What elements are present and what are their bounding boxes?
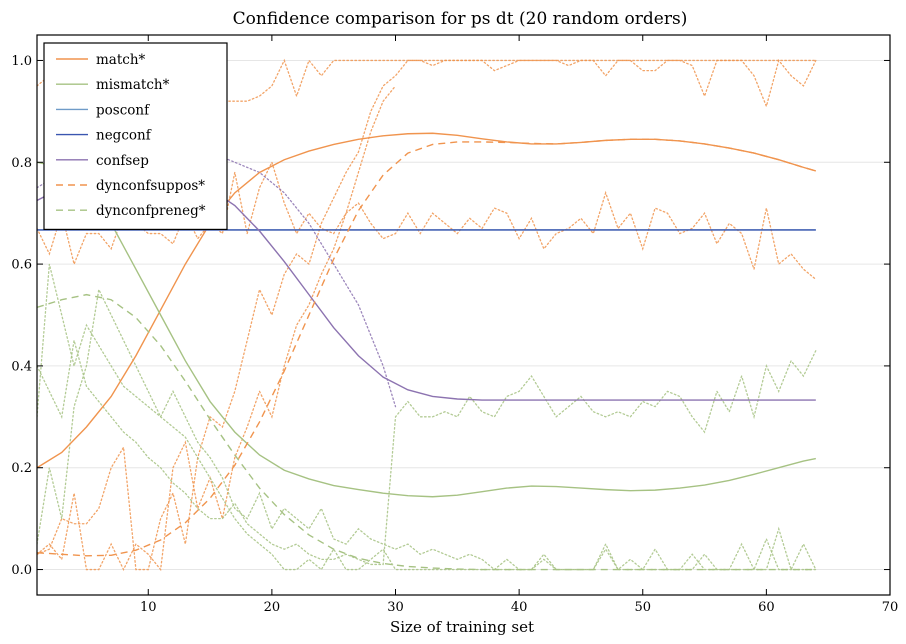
x-axis-label: Size of training set [390, 618, 534, 636]
order-trace-6 [37, 340, 817, 566]
legend-label-6: dynconfpreneg* [96, 203, 206, 219]
series-lines [37, 132, 817, 571]
y-tick-label-3: 0.6 [11, 258, 32, 273]
order-trace-2 [37, 59, 817, 571]
order-trace-1 [37, 160, 817, 281]
order-trace-4 [37, 263, 817, 572]
x-tick-label-4: 50 [634, 600, 651, 615]
legend-box [43, 42, 228, 230]
x-tick-label-3: 40 [511, 600, 528, 615]
y-tick-label-1: 0.2 [11, 461, 32, 476]
y-tick-label-2: 0.4 [11, 359, 32, 374]
x-tick-label-1: 20 [264, 600, 281, 615]
legend-label-4: confsep [96, 153, 149, 169]
x-tick-label-2: 30 [387, 600, 404, 615]
x-tick-label-0: 10 [140, 600, 157, 615]
y-tick-label-0: 0.0 [11, 563, 32, 578]
x-tick-label-6: 70 [882, 600, 899, 615]
legend-label-5: dynconfsuppos* [96, 178, 205, 194]
legend-label-2: posconf [96, 102, 150, 118]
legend-label-0: match* [96, 52, 146, 68]
legend-label-1: mismatch* [96, 77, 170, 93]
order-trace-3 [37, 85, 397, 572]
series-line-dynconfpreneg [37, 293, 816, 571]
gridlines [37, 59, 890, 571]
legend-label-3: negconf [96, 128, 152, 144]
y-tick-label-5: 1.0 [11, 54, 32, 69]
plot-frame [36, 34, 891, 596]
series-line-dynconfsuppos [37, 138, 817, 557]
x-tick-label-5: 60 [758, 600, 775, 615]
tick-labels: 10 20 30 40 50 60 70 0.0 0.2 0.4 0.6 0.8 1.0 [11, 54, 898, 615]
y-tick-label-4: 0.8 [11, 156, 32, 171]
series-line-mismatch [37, 161, 816, 498]
legend: match* mismatch* posconf negconf confsep dync… [43, 42, 228, 230]
chart-title: Confidence comparison for ps dt (20 rand… [233, 9, 688, 29]
axis-ticks [37, 35, 891, 595]
